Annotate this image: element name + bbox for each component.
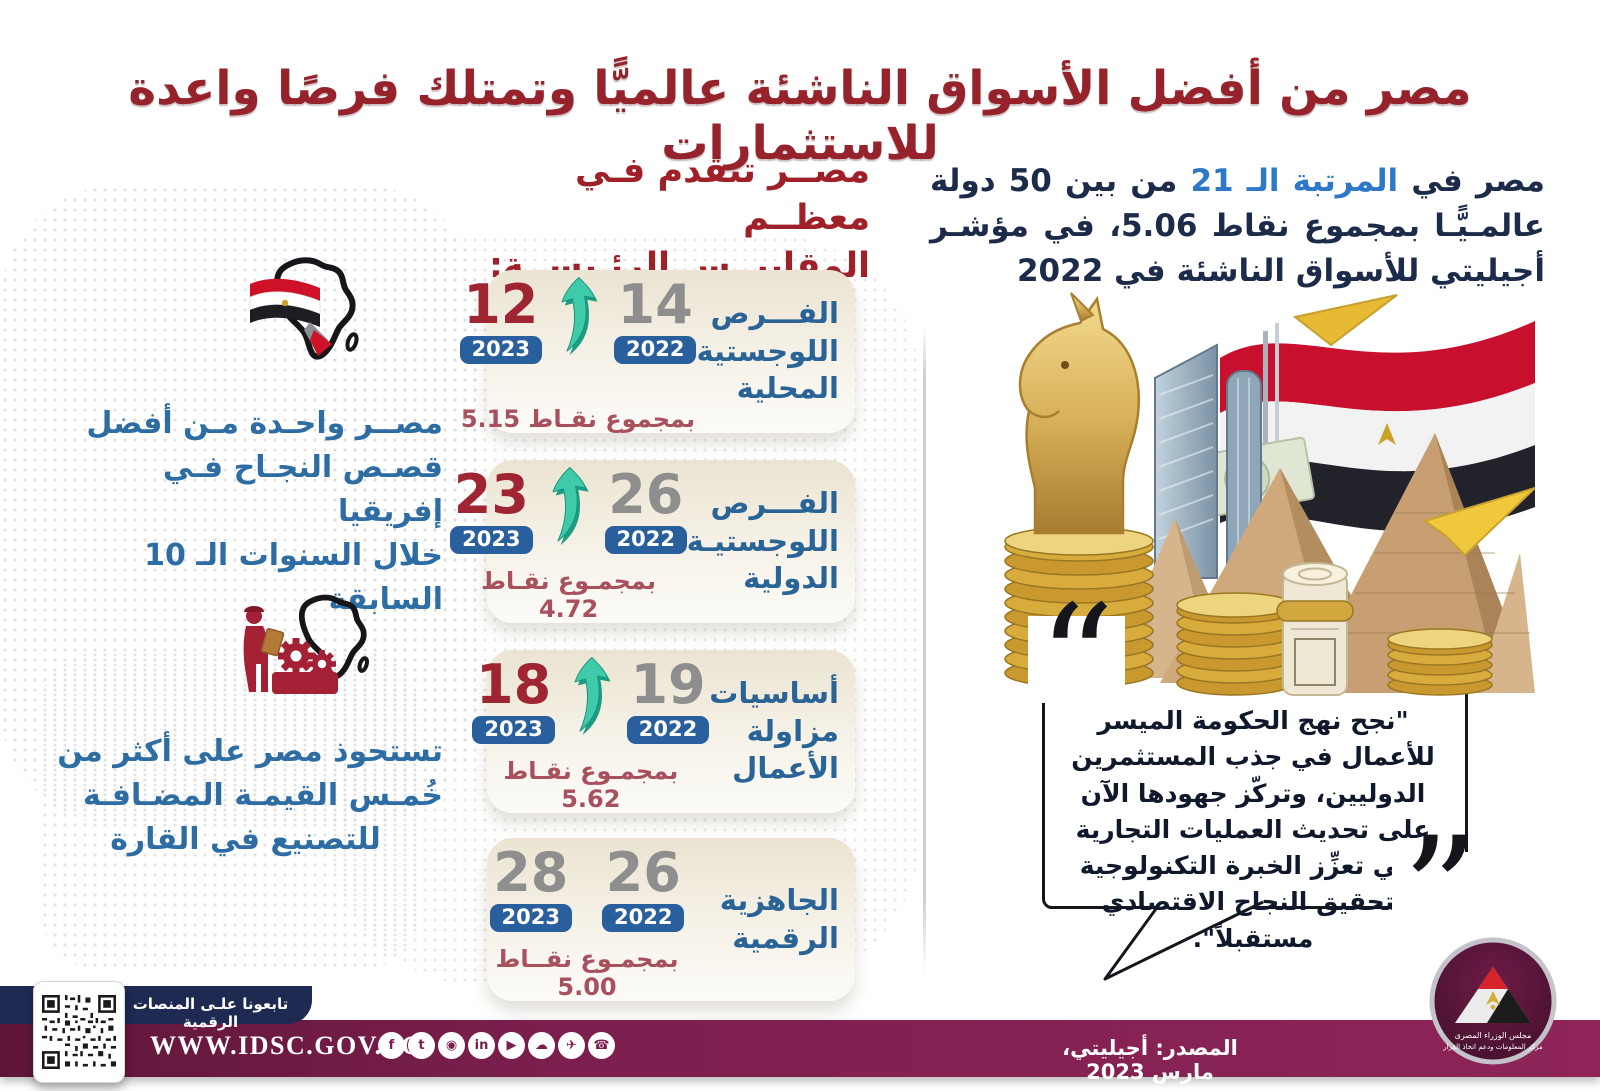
egypt-economy-illustration [1004, 292, 1535, 696]
year-badge-2022: 2022 [604, 526, 687, 554]
fact-line: خلال السنوات الـ 10 السابقة [144, 538, 443, 618]
youtube-icon[interactable]: ▶ [498, 1032, 525, 1059]
page-title: مصر من أفضل الأسواق الناشئة عالميًّا وتم… [128, 61, 1472, 172]
fact-success-story: مصــر واحـدة مـن أفضل قصـص النجـاح فـي إ… [48, 402, 443, 622]
logo-line2: مركز المعلومات ودعم اتخاذ القرار [1442, 1043, 1543, 1051]
quote-text: "نجح نهج الحكومة الميسر للأعمال في جذب ا… [1071, 706, 1435, 953]
source-text: المصدر: أجيليتي، مارس 2023 [1062, 1036, 1238, 1084]
open-quote-icon: “ [1028, 586, 1125, 736]
year-badge-2023: 2023 [472, 716, 555, 744]
fact-line: تستحوذ مصر على أكثر من [57, 734, 443, 769]
metrics-header-line1: مصــر تتقدم فـي معظــم [574, 151, 870, 239]
metric-title: الفـــرص اللوجستية المحلية [696, 295, 839, 406]
website-url[interactable]: WWW.IDSC.GOV.EG [150, 1031, 424, 1060]
metric-card-business-fundamentals: أساسيات مزاولة الأعمال 19 2022 18 2023 ب… [472, 650, 855, 813]
background-dots [40, 650, 420, 970]
rank-2022: 14 [617, 273, 693, 336]
twitter-icon[interactable]: t [408, 1032, 435, 1059]
qr-code[interactable] [33, 981, 125, 1083]
hotline-icon[interactable]: ☎ [588, 1032, 615, 1059]
africa-industry-icon [243, 594, 370, 694]
year-badge-2022: 2022 [602, 904, 685, 932]
rank-2022: 19 [630, 653, 706, 716]
footer-bar [0, 1020, 1600, 1077]
fact-line: قصـص النجـاح فـي إفريقيا [162, 450, 443, 530]
metric-card-digital-readiness: الجاهزية الرقمية 26 2022 28 2023 بمجمـوع… [487, 838, 855, 1001]
metric-card-domestic-logistics: الفـــرص اللوجستية المحلية 14 2022 12 20… [459, 270, 855, 433]
points-total: بمجمـوع نقــاط 5.00 [495, 945, 679, 1001]
points-total: بمجمـوع نقـاط 4.72 [481, 567, 656, 623]
rank-2023: 23 [453, 463, 529, 526]
intro-paragraph: مصر في المرتبة الـ 21 من بين 50 دولة عال… [930, 159, 1545, 294]
follow-label: تابعونا علـى المنصات الرقمية [132, 995, 289, 1031]
fact-line: مصــر واحـدة مـن أفضل [86, 406, 443, 441]
close-quote-icon: ” [1392, 818, 1489, 968]
qr-code-pattern [42, 995, 116, 1069]
quote-bubble-tail [1103, 900, 1264, 981]
rank-2023: 28 [493, 841, 569, 904]
cabinet-idsc-logo: مجلس الوزراء المصرى مركز المعلومات ودعم … [1429, 937, 1557, 1065]
year-badge-2023: 2023 [450, 526, 533, 554]
up-arrow-icon [574, 656, 611, 735]
metric-title: أساسيات مزاولة الأعمال [709, 675, 839, 786]
facebook-icon[interactable]: f [378, 1032, 405, 1059]
metric-card-international-logistics: الفـــرص اللوجستيـة الدولية 26 2022 23 2… [450, 460, 855, 623]
fact-line: للتصنيع في القارة [110, 822, 381, 858]
telegram-icon[interactable]: ✈ [558, 1032, 585, 1059]
africa-egypt-flag-icon [249, 257, 359, 360]
rank-highlight: المرتبة الـ 21 [1190, 163, 1399, 199]
rank-2022: 26 [608, 463, 684, 526]
fact-line: خُمـس القيمـة المضـافـة [82, 778, 443, 814]
metric-title: الجاهزية الرقمية [719, 882, 839, 955]
points-total: بمجمـوع نقـاط 5.62 [503, 757, 679, 813]
soundcloud-icon[interactable]: ☁ [528, 1032, 555, 1059]
year-badge-2023: 2023 [489, 904, 572, 932]
column-divider [923, 325, 926, 975]
fact-manufacturing-share: تستحوذ مصر على أكثر من خُمـس القيمـة الم… [48, 730, 443, 862]
up-arrow-icon [561, 276, 598, 355]
year-badge-2022: 2022 [614, 336, 697, 364]
rank-2022: 26 [605, 841, 681, 904]
rank-2023: 12 [463, 273, 539, 336]
linkedin-icon[interactable]: in [468, 1032, 495, 1059]
year-badge-2023: 2023 [459, 336, 543, 364]
intro-post: من بين 50 دولة عالمـيًّـا بمجموع نقاط 5.… [930, 163, 1545, 289]
social-icons: f t ◉ in ▶ ☁ ✈ ☎ [378, 1032, 615, 1059]
logo-line1: مجلس الوزراء المصرى [1455, 1031, 1532, 1040]
metric-title: الفـــرص اللوجستيـة الدولية [686, 485, 839, 596]
rank-2023: 18 [476, 653, 552, 716]
intro-pre: مصر في [1398, 163, 1545, 199]
points-total: بمجموع نقـاط 5.15 [460, 405, 696, 433]
instagram-icon[interactable]: ◉ [438, 1032, 465, 1059]
year-badge-2022: 2022 [626, 716, 710, 744]
up-arrow-icon [551, 466, 589, 545]
